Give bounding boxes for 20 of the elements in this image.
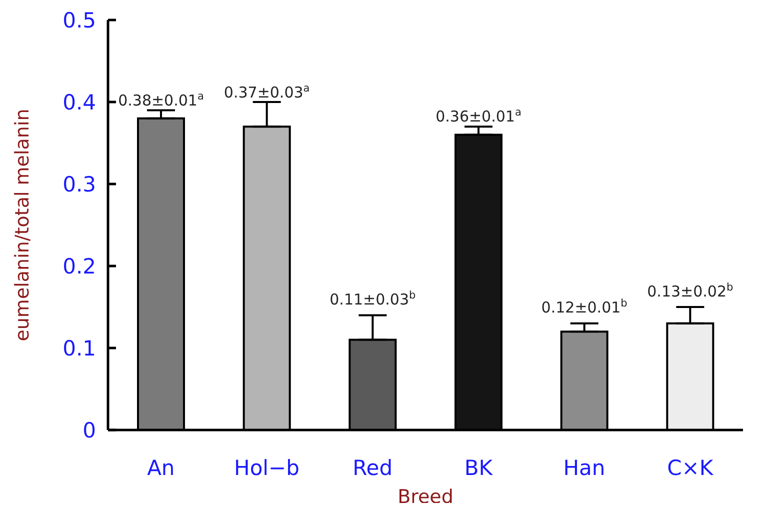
data-label: 0.11±0.03$^{b}$: [330, 290, 416, 309]
x-tick-label: C×K: [667, 456, 714, 480]
data-label: 0.36±0.01$^{a}$: [436, 106, 522, 126]
data-label: 0.38±0.01$^{a}$: [118, 90, 204, 110]
x-tick-label: Han: [563, 456, 606, 480]
y-axis-title: eumelanin/total melanin: [12, 108, 34, 342]
x-tick-label: An: [147, 456, 175, 480]
data-label: 0.12±0.01$^{b}$: [541, 298, 628, 317]
x-tick-label: BK: [464, 456, 494, 480]
x-axis-title: Breed: [398, 486, 454, 508]
y-tick-label: 0.3: [62, 172, 96, 196]
y-tick-label: 0.4: [62, 90, 96, 114]
y-tick-label: 0.5: [62, 8, 96, 32]
x-tick-label: Red: [352, 456, 393, 480]
y-tick-label: 0: [82, 418, 96, 442]
data-label: 0.37±0.03$^{a}$: [224, 82, 310, 102]
data-label: 0.13±0.02$^{b}$: [647, 282, 734, 301]
y-tick-label: 0.2: [62, 254, 96, 278]
y-tick-label: 0.1: [62, 336, 96, 360]
x-tick-label: Hol−b: [234, 456, 300, 480]
